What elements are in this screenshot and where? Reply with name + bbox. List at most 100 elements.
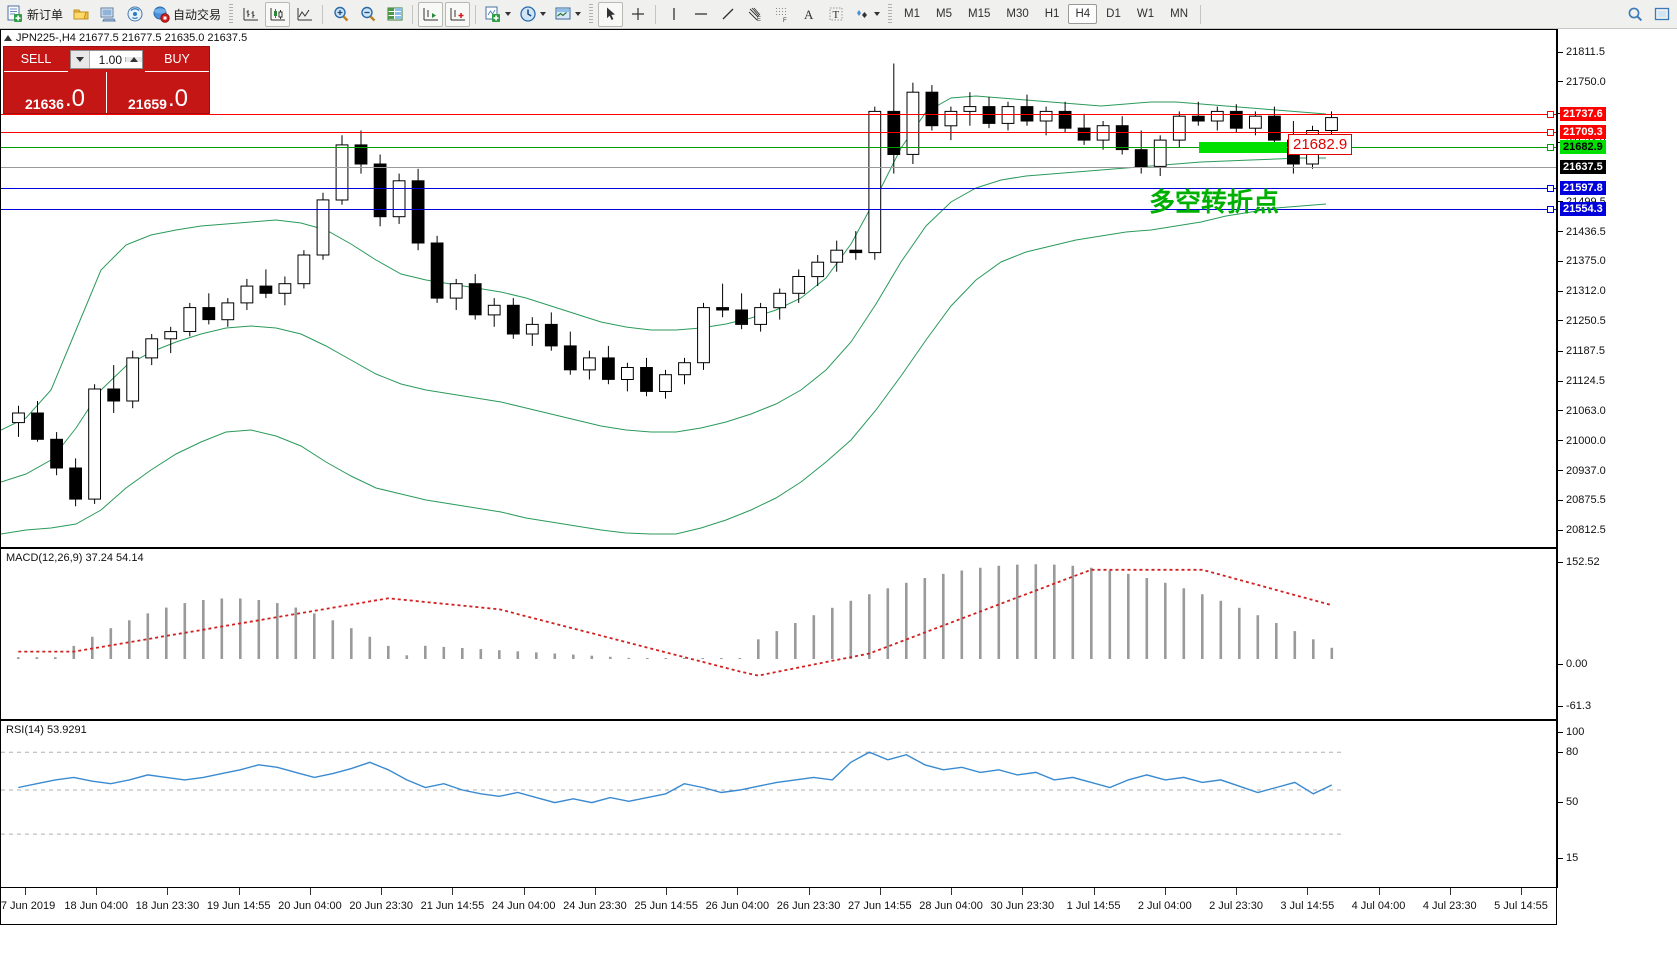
time-label: 24 Jun 23:30 [563,900,627,912]
price-tick: 21436.5 [1558,226,1606,238]
toolbar-grip[interactable] [589,3,594,25]
level-handle[interactable] [1547,111,1554,118]
rsi-tick: 100 [1558,726,1584,738]
time-label: 18 Jun 04:00 [64,900,129,912]
new-order-label: 新订单 [27,7,64,22]
trendline-icon[interactable] [715,2,740,27]
time-label: 25 Jun 14:55 [634,900,698,912]
volume-value[interactable]: 1.00 [98,52,122,67]
chart-workspace[interactable]: 21682.9 多空转折点 MACD(12,26,9) 37.24 54.14 … [0,29,1677,955]
toolbar-grip[interactable] [229,3,234,25]
one-click-trading-panel[interactable]: SELL 1.00 BUY 21636.0 21659.0 [3,46,210,114]
sell-price[interactable]: 21636.0 [4,72,106,113]
text-icon[interactable]: A [796,2,821,27]
timeframe-w1[interactable]: W1 [1136,8,1155,20]
level-line-support-1[interactable] [1,188,1556,189]
svg-text:F: F [783,18,787,23]
search-icon[interactable] [1622,2,1647,27]
level-handle[interactable] [1547,144,1554,151]
time-label: 28 Jun 04:00 [919,900,983,912]
volume-dropdown-icon[interactable] [71,51,90,68]
chevron-down-icon[interactable] [874,12,881,16]
bar-chart-icon[interactable] [238,2,263,27]
timeframe-h4[interactable]: H4 [1068,4,1098,24]
toolbar-grip[interactable] [888,3,893,25]
text-label-icon[interactable]: T [823,2,848,27]
terminal-icon[interactable] [95,2,120,27]
time-label: 26 Jun 23:30 [776,900,841,912]
main-toolbar: 新订单 自动交易 [0,0,1677,29]
zoom-in-icon[interactable] [328,2,353,27]
rsi-pane[interactable]: RSI(14) 53.9291 [0,720,1557,888]
volume-stepper[interactable]: 1.00 [70,50,143,69]
volume-increment-icon[interactable] [125,57,142,62]
line-chart-icon[interactable] [292,2,317,27]
auto-trading-button[interactable]: 自动交易 [149,2,224,27]
zoom-out-icon[interactable] [355,2,380,27]
fibonacci-icon[interactable]: E [742,2,767,27]
data-window-icon[interactable] [382,2,407,27]
divider [475,4,477,24]
price-tick: 21000.0 [1558,435,1606,447]
time-tick [666,888,668,895]
chart-shift-icon[interactable] [418,1,444,27]
templates-icon[interactable] [551,2,584,27]
level-line-last-price[interactable] [1,167,1556,168]
timeframe-m1[interactable]: M1 [904,8,921,20]
level-line-resistance-1[interactable] [1,132,1556,133]
divider [412,4,414,24]
price-tick: 21187.5 [1558,345,1605,357]
timeframe-d1[interactable]: D1 [1106,8,1121,20]
auto-scroll-icon[interactable] [445,1,471,27]
price-pane[interactable]: 21682.9 多空转折点 [0,29,1557,548]
timeframe-m30[interactable]: M30 [1006,8,1029,20]
chevron-down-icon[interactable] [575,12,582,16]
level-handle[interactable] [1547,206,1554,213]
time-tick [594,888,596,895]
rsi-tick: 80 [1558,746,1578,758]
buy-price-integer: 21659 [128,96,167,112]
macd-pane[interactable]: MACD(12,26,9) 37.24 54.14 [0,548,1557,720]
buy-button[interactable]: BUY [145,47,209,72]
rsi-label: RSI(14) 53.9291 [6,724,87,736]
collapse-triangle-icon[interactable] [4,35,12,42]
level-line-support-2[interactable] [1,209,1556,210]
cursor-icon[interactable] [598,1,624,27]
candlestick-series [12,63,1338,507]
chevron-down-icon[interactable] [540,12,547,16]
level-line-pivot-green[interactable] [1,147,1556,148]
timeframe-h1[interactable]: H1 [1044,8,1060,20]
candlestick-icon[interactable] [265,1,291,27]
level-line-resistance-2[interactable] [1,114,1556,115]
time-tick [1164,888,1166,895]
shapes-icon[interactable] [850,2,883,27]
timeframe-mn[interactable]: MN [1170,8,1188,20]
chevron-down-icon [76,57,84,62]
sell-button[interactable]: SELL [4,47,68,72]
time-label: 17 Jun 2019 [0,900,56,912]
chevron-down-icon[interactable] [505,12,512,16]
period-icon[interactable] [516,2,549,27]
time-tick [1521,888,1522,895]
price-scale[interactable]: 21811.521750.021682.921624.021499.521436… [1557,29,1677,888]
bollinger-lower [1,203,1327,535]
level-handle[interactable] [1547,129,1554,136]
time-tick [951,888,953,895]
price-tick: 20875.5 [1558,494,1606,506]
vertical-line-icon[interactable] [661,2,686,27]
fullscreen-icon[interactable] [1649,2,1674,27]
buy-price[interactable]: 21659.0 [107,72,209,113]
signal-icon[interactable] [122,2,147,27]
new-order-button[interactable]: 新订单 [3,2,66,27]
symbol-info-text: JPN225-,H4 21677.5 21677.5 21635.0 21637… [16,32,248,44]
macd-tick: 0.00 [1558,658,1587,670]
crosshair-icon[interactable] [625,2,650,27]
folder-icon[interactable] [68,2,93,27]
channel-icon[interactable]: F [769,2,794,27]
timeframe-m15[interactable]: M15 [968,8,991,20]
add-indicator-icon[interactable] [481,2,514,27]
horizontal-line-icon[interactable] [688,2,713,27]
level-handle[interactable] [1547,185,1554,192]
timeframe-m5[interactable]: M5 [936,8,952,20]
price-tick: 20812.5 [1558,524,1606,536]
